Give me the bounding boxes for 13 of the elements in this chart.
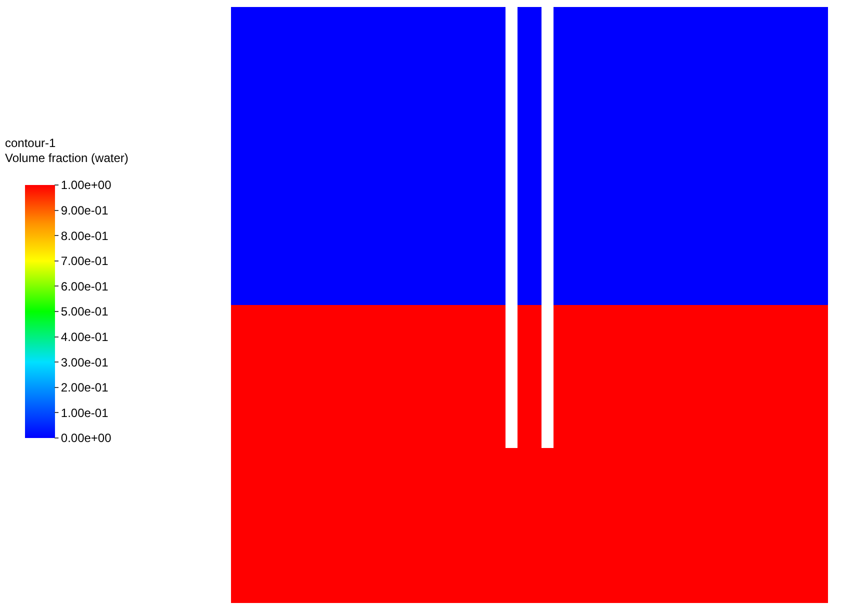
color-bar-label: 9.00e-01 [60, 204, 109, 218]
color-bar-label: 5.00e-01 [60, 304, 109, 319]
color-bar-label: 2.00e-01 [60, 380, 109, 395]
text: contour-1 [5, 136, 56, 150]
color-bar-label: 4.00e-01 [60, 330, 109, 344]
color-bar-label: 6.00e-01 [60, 279, 109, 294]
color-bar-label: 1.00e-01 [60, 406, 109, 420]
color-bar-label: 0.00e+00 [60, 431, 112, 446]
color-bar-label: 7.00e-01 [60, 254, 109, 268]
color-bar-label: 8.00e-01 [60, 228, 109, 243]
color-bar-title: Volume fraction (water) [5, 151, 128, 165]
color-bar-label: 1.00e+00 [60, 178, 112, 192]
color-bar-label: 3.00e-01 [60, 355, 109, 370]
